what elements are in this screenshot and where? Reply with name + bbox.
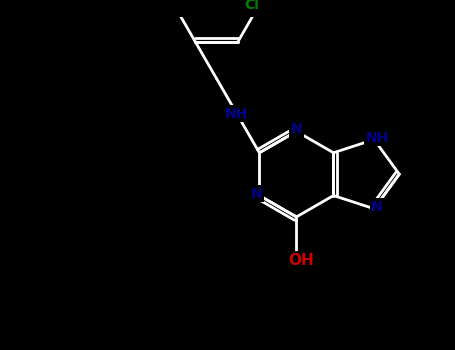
Text: NH: NH <box>224 107 248 121</box>
Text: Cl: Cl <box>244 0 259 12</box>
Text: N: N <box>251 187 263 201</box>
Text: OH: OH <box>288 253 314 268</box>
Text: NH: NH <box>365 131 389 145</box>
Text: N: N <box>291 122 302 136</box>
Text: N: N <box>371 200 383 214</box>
